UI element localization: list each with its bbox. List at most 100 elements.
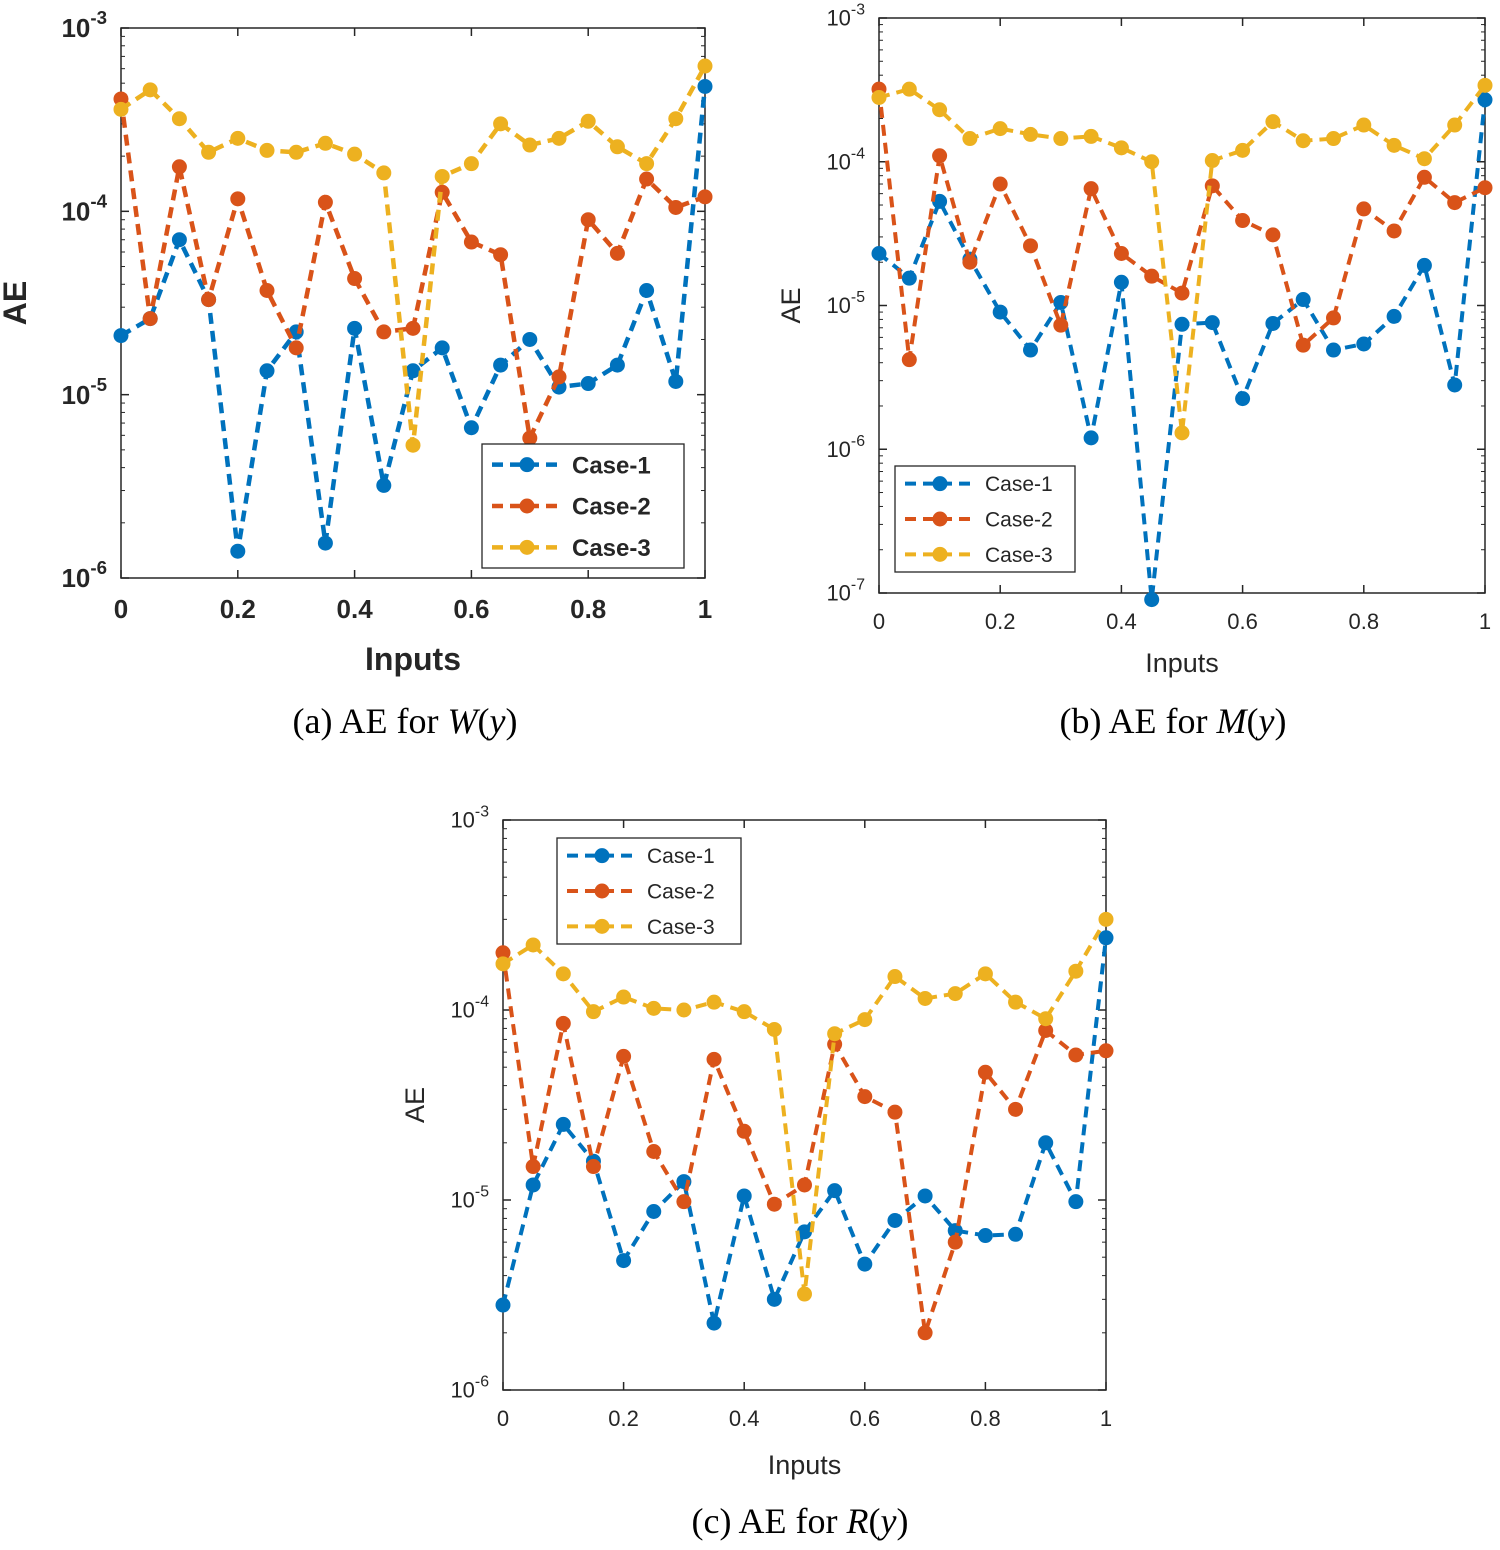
data-point-case-3 [405,437,421,453]
data-point-case-3 [668,111,684,127]
data-point-case-3 [1053,131,1069,147]
x-tick-label: 0.2 [220,594,256,624]
data-point-case-2 [1447,195,1463,211]
data-point-case-3 [171,111,187,127]
data-point-case-1 [706,1315,722,1331]
data-point-case-1 [871,246,887,262]
legend-marker-case-1 [932,476,948,492]
data-point-case-3 [376,165,392,181]
data-point-case-1 [1326,342,1341,358]
data-point-case-3 [1174,425,1190,441]
data-point-case-1 [580,376,596,392]
x-tick-label: 0.2 [608,1406,639,1431]
data-point-case-1 [1098,930,1114,946]
data-point-case-2 [405,320,421,336]
legend-label-case-2: Case-2 [985,509,1053,532]
legend-marker-case-3 [594,918,610,934]
data-point-case-3 [1295,133,1311,149]
y-tick-label: 10-6 [450,1374,489,1403]
data-point-case-1 [555,1116,571,1132]
data-point-case-2 [551,369,567,385]
data-point-case-2 [493,247,509,263]
data-point-case-3 [947,986,963,1002]
data-point-case-1 [887,1213,903,1229]
data-point-case-2 [1386,223,1402,239]
series-line-case-1 [501,937,1108,1324]
data-point-case-3 [1265,114,1281,130]
data-point-case-3 [646,1000,662,1016]
data-point-case-2 [887,1104,903,1120]
data-point-case-3 [857,1012,873,1028]
data-point-case-2 [992,176,1008,192]
y-tick-label: 10-4 [450,994,489,1023]
data-point-case-1 [609,357,625,373]
legend-label-case-3: Case-3 [647,916,715,939]
data-point-case-2 [376,324,392,340]
y-tick-label: 10-4 [826,145,865,174]
data-point-case-3 [901,81,917,97]
x-tick-label: 1 [1479,609,1491,634]
data-point-case-1 [1235,391,1251,407]
data-point-case-2 [201,292,217,308]
data-point-case-1 [1386,308,1402,324]
data-point-case-3 [495,956,511,972]
data-point-case-1 [171,232,187,248]
legend: Case-1 Case-2 Case-3 [894,465,1076,573]
x-tick-label: 0.4 [729,1406,760,1431]
y-tick-label: 10-5 [450,1184,489,1213]
data-point-case-3 [525,937,541,953]
data-point-case-3 [871,89,887,105]
data-point-case-2 [1038,1023,1054,1039]
data-point-case-2 [1326,310,1341,326]
data-point-case-2 [1416,169,1432,185]
data-point-case-2 [901,352,917,368]
legend-marker-case-2 [519,498,535,514]
data-point-case-3 [887,969,903,985]
data-point-case-3 [1098,911,1114,927]
legend-label-case-1: Case-1 [647,845,715,868]
data-point-case-2 [668,199,684,215]
x-tick-label: 0.6 [453,594,489,624]
data-point-case-2 [1295,337,1311,353]
x-tick-label: 0 [114,594,128,624]
x-tick-label: 0.4 [1106,609,1137,634]
data-point-case-2 [1144,268,1160,284]
y-tick-label: 10-3 [61,7,107,43]
data-point-case-1 [259,363,275,379]
legend: Case-1 Case-2 Case-3 [556,837,742,945]
data-point-case-1 [495,1297,511,1313]
data-point-case-3 [977,966,993,982]
x-axis-label: Inputs [1145,648,1219,678]
data-point-case-3 [585,1004,601,1020]
data-point-case-2 [609,245,625,261]
legend-label-case-2: Case-2 [572,494,651,521]
data-point-case-1 [1204,315,1220,331]
x-tick-label: 0.6 [1227,609,1258,634]
data-point-case-2 [977,1064,993,1080]
data-point-case-3 [992,121,1008,137]
data-point-case-2 [697,189,713,205]
data-point-case-2 [259,282,275,298]
data-point-case-1 [522,331,538,347]
data-point-case-2 [113,91,129,107]
y-tick-label: 10-5 [826,289,865,318]
y-tick-label: 10-6 [826,433,865,462]
data-point-case-1 [434,340,450,356]
data-point-case-2 [288,340,304,356]
data-point-case-2 [1068,1047,1084,1063]
legend-label-case-1: Case-1 [572,452,651,479]
data-point-case-3 [1235,142,1251,158]
data-point-case-3 [230,130,246,146]
data-point-case-2 [317,194,333,210]
data-point-case-2 [706,1051,722,1067]
data-point-case-2 [495,945,511,961]
data-point-case-3 [1083,128,1099,144]
data-point-case-1 [917,1188,933,1204]
chart-panel-1: 10-6 10-5 10-4 10-3 0 0.2 0.4 0.6 0.8 1 Inputs AE Ca… [0,7,713,741]
x-tick-label: 0.4 [337,594,374,624]
chart-panel-2: 10-7 10-6 10-5 10-4 10-3 0 0.2 0.4 0.6 0.8 1 Inputs… [776,2,1493,741]
data-point-case-2 [766,1196,782,1212]
data-point-case-1 [493,357,509,373]
data-point-case-1 [697,78,713,94]
